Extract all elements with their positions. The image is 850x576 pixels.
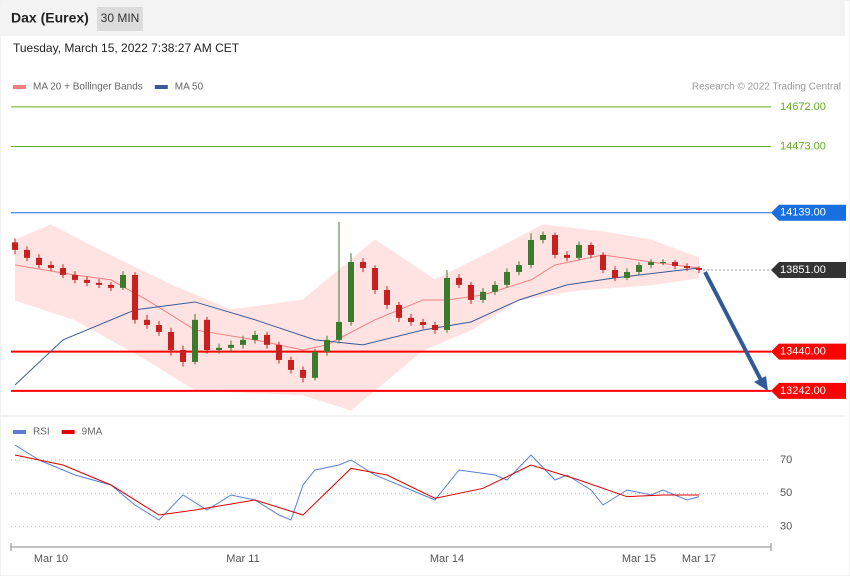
indicator-line bbox=[14, 454, 699, 516]
candle-body bbox=[564, 254, 570, 258]
instrument-title: Dax (Eurex) bbox=[11, 10, 89, 26]
x-tick-label: Mar 14 bbox=[430, 553, 464, 565]
candle-body bbox=[216, 347, 222, 351]
legend-label: 9MA bbox=[82, 427, 103, 438]
candle-body bbox=[132, 274, 138, 320]
candle-body bbox=[480, 291, 486, 300]
level-label: 14672.00 bbox=[780, 101, 826, 113]
candle-body bbox=[672, 262, 678, 267]
y-tick-label: 50 bbox=[780, 487, 792, 499]
x-tick-label: Mar 10 bbox=[34, 553, 68, 565]
candle-body bbox=[48, 265, 54, 268]
candle-body bbox=[324, 339, 330, 353]
candle-body bbox=[492, 284, 498, 292]
level-tag bbox=[771, 204, 846, 221]
candle-body bbox=[516, 265, 522, 272]
candle-body bbox=[612, 269, 618, 278]
candle-body bbox=[72, 274, 78, 280]
candle-body bbox=[156, 324, 162, 332]
level-label: 13851.00 bbox=[780, 264, 826, 276]
x-tick-label: Mar 15 bbox=[622, 553, 656, 565]
candle-body bbox=[228, 344, 234, 348]
candle-body bbox=[696, 267, 702, 270]
legend-label: MA 20 + Bollinger Bands bbox=[33, 82, 143, 93]
level-label: 14139.00 bbox=[780, 207, 826, 219]
y-tick-label: 30 bbox=[780, 521, 792, 533]
candle-body bbox=[240, 339, 246, 345]
candle-body bbox=[180, 350, 186, 362]
candle-body bbox=[432, 324, 438, 330]
x-tick-label: Mar 11 bbox=[226, 553, 259, 565]
candle-body bbox=[60, 267, 66, 275]
candle-body bbox=[444, 277, 450, 330]
candle-body bbox=[312, 352, 318, 378]
candle-body bbox=[648, 262, 654, 266]
candle-body bbox=[576, 244, 582, 258]
candle-body bbox=[360, 262, 366, 268]
bollinger-fill bbox=[15, 224, 699, 410]
candle-body bbox=[192, 319, 198, 362]
candle-body bbox=[528, 239, 534, 266]
candle-body bbox=[84, 279, 90, 283]
level-label: 14473.00 bbox=[780, 140, 826, 152]
candle-body bbox=[636, 265, 642, 272]
candle-body bbox=[276, 344, 282, 360]
candle-body bbox=[300, 369, 306, 378]
candle-body bbox=[348, 262, 354, 323]
candle-body bbox=[624, 271, 630, 278]
candle-body bbox=[252, 334, 258, 340]
indicator-line bbox=[14, 444, 700, 521]
candle-body bbox=[120, 274, 126, 288]
candle-body bbox=[336, 322, 342, 340]
bollinger-upper bbox=[14, 224, 700, 311]
candle-body bbox=[372, 267, 378, 291]
forecast-arrow bbox=[703, 271, 764, 383]
legend-swatch bbox=[154, 85, 168, 89]
candle-body bbox=[168, 331, 174, 351]
candle-body bbox=[12, 242, 18, 250]
x-tick-label: Mar 17 bbox=[682, 553, 716, 565]
candle-body bbox=[204, 319, 210, 351]
candle-body bbox=[408, 317, 414, 323]
level-label: 13440.00 bbox=[780, 346, 826, 358]
candle-body bbox=[456, 277, 462, 285]
legend-swatch bbox=[61, 430, 75, 434]
legend-label: MA 50 bbox=[175, 82, 204, 93]
candle-body bbox=[600, 254, 606, 270]
candle-body bbox=[588, 244, 594, 255]
candle-body bbox=[288, 359, 294, 370]
candle-body bbox=[684, 266, 690, 268]
candle-body bbox=[540, 235, 546, 240]
interval-button[interactable] bbox=[97, 7, 143, 31]
candle-body bbox=[36, 257, 42, 266]
legend-swatch bbox=[13, 430, 26, 434]
candle-body bbox=[384, 290, 390, 305]
candle-body bbox=[108, 284, 114, 288]
candle-body bbox=[96, 282, 102, 285]
candle-body bbox=[468, 284, 474, 300]
timestamp: Tuesday, March 15, 2022 7:38:27 AM CET bbox=[13, 41, 240, 55]
level-tag bbox=[771, 261, 846, 278]
candle-body bbox=[264, 334, 270, 345]
credit: Research © 2022 Trading Central bbox=[692, 82, 841, 93]
bollinger-lower bbox=[14, 277, 700, 411]
candle-body bbox=[396, 304, 402, 318]
candle-body bbox=[24, 249, 30, 258]
level-label: 13242.00 bbox=[780, 385, 826, 397]
forecast-arrow-head bbox=[754, 376, 768, 391]
level-tag bbox=[771, 382, 846, 399]
candle-body bbox=[420, 322, 426, 325]
candle-body bbox=[144, 319, 150, 325]
candle-body bbox=[660, 262, 666, 264]
legend-label: RSI bbox=[33, 427, 50, 438]
legend-swatch bbox=[13, 85, 26, 89]
interval-label: 30 MIN bbox=[101, 11, 140, 25]
candle-body bbox=[552, 235, 558, 255]
candle-body bbox=[504, 271, 510, 285]
level-tag bbox=[771, 343, 846, 360]
y-tick-label: 70 bbox=[780, 454, 792, 466]
